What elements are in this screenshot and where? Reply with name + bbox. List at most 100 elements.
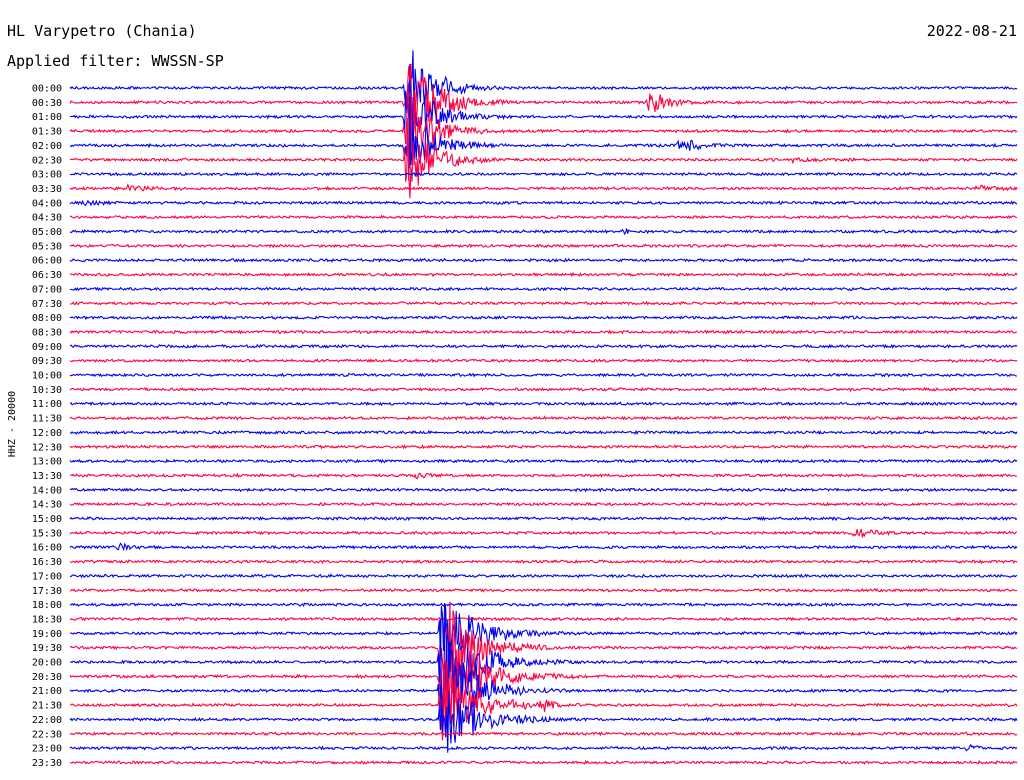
- row-tick-label: 12:30: [32, 442, 62, 453]
- trace-row-2230: [69, 731, 1018, 737]
- row-tick-label: 18:30: [32, 614, 62, 625]
- trace-row-2300: [69, 743, 1018, 752]
- trace-row-0700: [69, 286, 1018, 292]
- trace-row-2330: [69, 759, 1018, 766]
- row-tick-label: 17:00: [32, 571, 62, 582]
- trace-row-1000: [69, 372, 1017, 378]
- trace-row-0100: [69, 79, 1018, 145]
- trace-row-0530: [69, 243, 1018, 249]
- trace-row-0600: [69, 257, 1018, 263]
- row-tick-label: 23:00: [32, 744, 62, 755]
- row-tick-label: 15:00: [32, 514, 62, 525]
- trace-row-0830: [69, 329, 1018, 335]
- row-tick-label: 18:00: [32, 600, 62, 611]
- trace-row-1830: [69, 616, 1018, 622]
- row-tick-label: 11:30: [32, 414, 62, 425]
- trace-row-2130: [69, 662, 1018, 741]
- trace-row-1930: [70, 601, 1018, 697]
- row-tick-label: 14:00: [32, 485, 62, 496]
- trace-row-0230: [69, 117, 1018, 199]
- trace-row-0730: [69, 300, 1018, 306]
- row-tick-label: 15:30: [32, 528, 62, 539]
- row-tick-label: 20:30: [32, 672, 62, 683]
- row-tick-label: 12:00: [32, 428, 62, 439]
- row-tick-label: 16:00: [32, 543, 62, 554]
- row-tick-label: 07:30: [32, 299, 62, 310]
- trace-row-1300: [69, 458, 1018, 464]
- row-tick-label: 21:00: [32, 686, 62, 697]
- row-tick-label: 16:30: [32, 557, 62, 568]
- trace-row-0400: [69, 199, 1018, 207]
- row-tick-label: 11:00: [32, 399, 62, 410]
- row-tick-label: 02:30: [32, 155, 62, 166]
- row-tick-label: 01:30: [32, 127, 62, 138]
- trace-row-1500: [69, 515, 1018, 522]
- row-tick-label: 19:30: [32, 643, 62, 654]
- date-label: 2022-08-21: [927, 22, 1017, 40]
- trace-row-0330: [69, 183, 1018, 192]
- trace-row-0630: [69, 271, 1018, 278]
- row-tick-label: 09:00: [32, 342, 62, 353]
- trace-row-1900: [69, 603, 1018, 664]
- row-tick-label: 09:30: [32, 356, 62, 367]
- row-tick-label: 05:30: [32, 241, 62, 252]
- station-title: HL Varypetro (Chania): [7, 22, 197, 40]
- row-tick-label: 08:00: [32, 313, 62, 324]
- trace-row-0000: [69, 50, 1018, 124]
- row-tick-label: 07:00: [32, 284, 62, 295]
- trace-row-1430: [69, 501, 1018, 507]
- trace-row-0500: [69, 228, 1018, 236]
- row-tick-label: 04:00: [32, 198, 62, 209]
- trace-row-1200: [69, 429, 1018, 436]
- trace-row-1730: [69, 587, 1018, 593]
- row-tick-label: 10:30: [32, 385, 62, 396]
- row-tick-label: 03:00: [32, 170, 62, 181]
- row-tick-label: 14:30: [32, 500, 62, 511]
- row-tick-label: 17:30: [32, 586, 62, 597]
- row-tick-label: 20:00: [32, 658, 62, 669]
- trace-row-0130: [69, 86, 1018, 169]
- trace-row-1230: [69, 443, 1018, 450]
- trace-row-2200: [69, 690, 1018, 753]
- row-tick-label: 13:00: [32, 457, 62, 468]
- row-tick-label: 00:30: [32, 98, 62, 109]
- trace-row-1100: [69, 401, 1018, 407]
- row-tick-label: 21:30: [32, 701, 62, 712]
- row-tick-label: 13:30: [32, 471, 62, 482]
- trace-row-0300: [69, 171, 1018, 177]
- trace-row-0900: [69, 343, 1018, 349]
- row-tick-label: 22:00: [32, 715, 62, 726]
- row-tick-label: 23:30: [32, 758, 62, 769]
- row-tick-label: 22:30: [32, 729, 62, 740]
- trace-row-1400: [69, 487, 1018, 493]
- row-tick-label: 19:00: [32, 629, 62, 640]
- row-tick-label: 10:00: [32, 371, 62, 382]
- row-tick-label: 06:00: [32, 256, 62, 267]
- row-tick-label: 05:00: [32, 227, 62, 238]
- filter-label: Applied filter: WWSSN-SP: [7, 52, 224, 70]
- tick-label-layer: 00:00 00:30 01:00 01:30 02:00 02:30 03:00 03:30…: [32, 84, 62, 769]
- trace-row-1800: [69, 602, 1018, 608]
- trace-row-0030: [69, 63, 1018, 139]
- row-tick-label: 01:00: [32, 112, 62, 123]
- row-tick-label: 06:30: [32, 270, 62, 281]
- row-tick-label: 04:30: [32, 213, 62, 224]
- trace-row-1700: [69, 573, 1018, 579]
- trace-row-2100: [69, 634, 1018, 733]
- trace-row-1330: [69, 472, 1018, 480]
- trace-row-0930: [69, 358, 1018, 364]
- trace-layer: [69, 50, 1018, 766]
- trace-row-1530: [69, 528, 1018, 538]
- trace-row-1130: [69, 415, 1018, 421]
- trace-row-1600: [69, 542, 1018, 552]
- trace-row-1030: [69, 386, 1018, 393]
- trace-row-2000: [69, 608, 1018, 724]
- row-tick-label: 00:00: [32, 84, 62, 95]
- trace-row-0430: [69, 214, 1018, 220]
- row-tick-label: 03:30: [32, 184, 62, 195]
- trace-row-2030: [69, 626, 1018, 735]
- trace-row-0200: [69, 96, 1018, 182]
- trace-row-1630: [69, 559, 1018, 565]
- row-tick-label: 02:00: [32, 141, 62, 152]
